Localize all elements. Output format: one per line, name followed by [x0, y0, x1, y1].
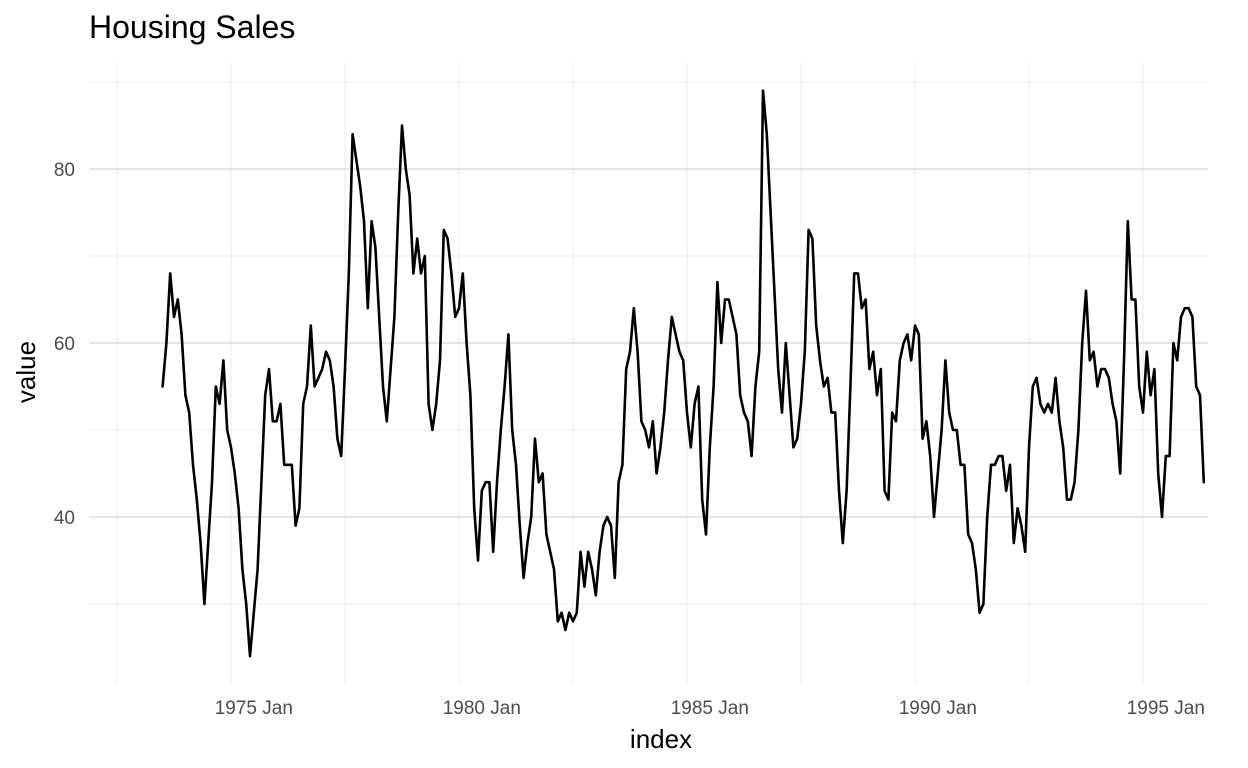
- grid: [89, 62, 1208, 684]
- x-tick-label: 1980 Jan: [443, 698, 521, 719]
- y-axis-title: value: [11, 341, 41, 403]
- series: [161, 89, 1206, 658]
- axis-ticks: 1975 Jan 1980 Jan 1985 Jan 1990 Jan 1995 Jan…: [54, 160, 1205, 719]
- x-tick-label: 1995 Jan: [1127, 698, 1205, 719]
- x-tick-label: 1990 Jan: [899, 698, 977, 719]
- x-tick-label: 1975 Jan: [215, 698, 293, 719]
- x-axis-title: index: [630, 724, 692, 754]
- series-line: [161, 89, 1206, 658]
- y-tick-label: 40: [54, 508, 75, 529]
- y-tick-label: 80: [54, 160, 75, 181]
- y-tick-label: 60: [54, 334, 75, 355]
- chart-title: Housing Sales: [89, 9, 295, 45]
- x-tick-label: 1985 Jan: [671, 698, 749, 719]
